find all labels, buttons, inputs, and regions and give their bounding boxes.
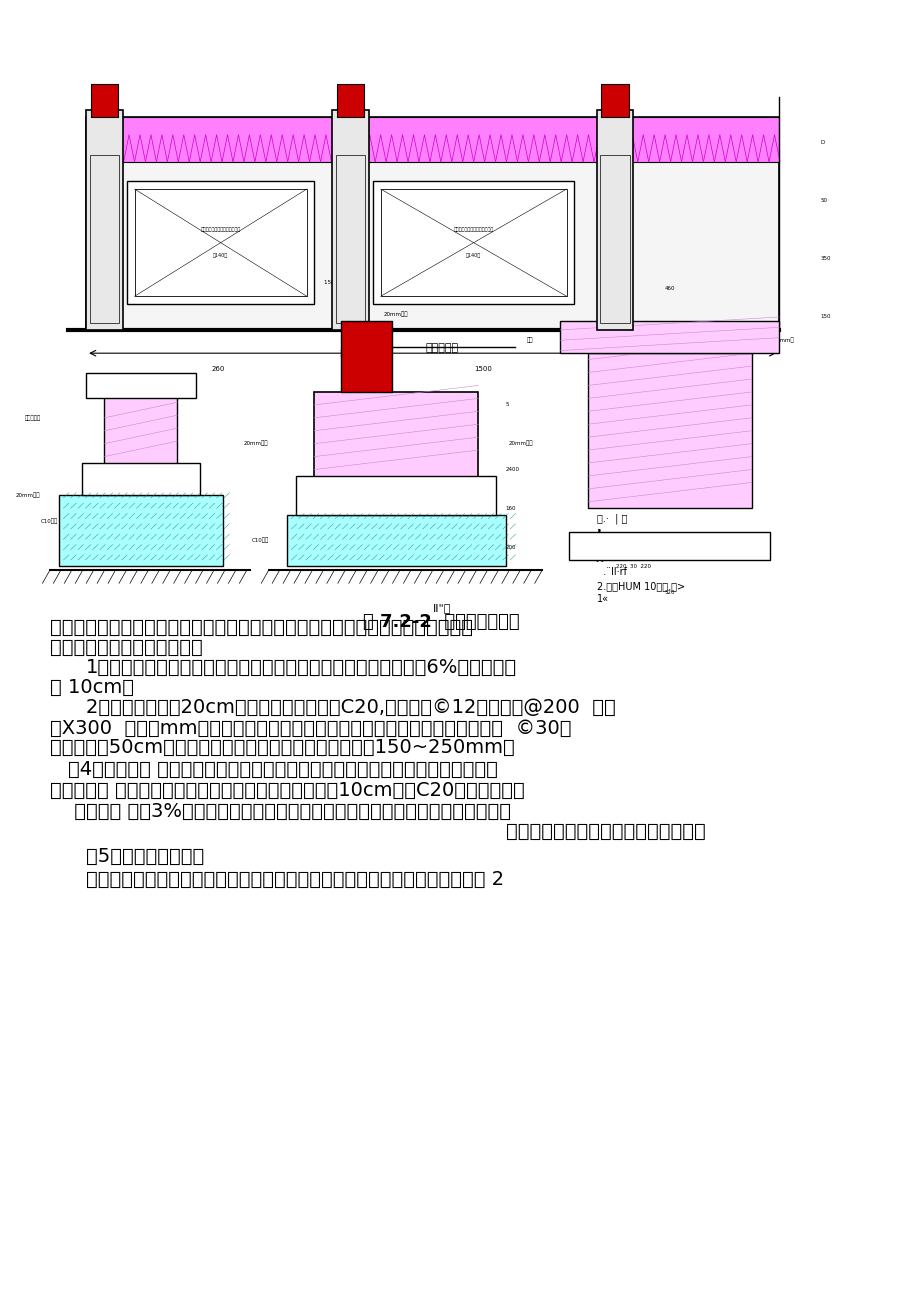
Text: 场地向四 周设3%。的排水坡，排入排水沟和集水井。结合现场实际情况并考虑场: 场地向四 周设3%。的排水坡，排入排水沟和集水井。结合现场实际情况并考虑场 bbox=[68, 801, 510, 821]
Bar bbox=[600, 155, 629, 324]
Text: 150  320  10: 150 320 10 bbox=[323, 280, 358, 285]
Bar bbox=[86, 117, 778, 330]
Text: 2400: 2400 bbox=[505, 467, 519, 472]
Bar bbox=[380, 189, 566, 297]
Text: 20mm橡胶: 20mm橡胶 bbox=[244, 441, 268, 446]
Text: 20mm橡胶: 20mm橡胶 bbox=[17, 493, 40, 498]
Text: 车、吊装需 要。在路面范围以外的施工场地，硬化采用10cm厚的C20混凝土，硬化: 车、吊装需 要。在路面范围以外的施工场地，硬化采用10cm厚的C20混凝土，硬化 bbox=[50, 781, 524, 800]
Bar bbox=[287, 515, 505, 566]
Text: 圆钢筋，长50cm，最外侧传力杆距纵缝或自由边的距离为150~250mm。: 圆钢筋，长50cm，最外侧传力杆距纵缝或自由边的距离为150~250mm。 bbox=[50, 739, 514, 757]
Text: J: J bbox=[596, 528, 601, 541]
Text: D: D bbox=[819, 141, 823, 144]
Text: 根据设计图纸，监理、甲方办公用房、项目部办公区均在场地南侧搭建，采取 2: 根据设计图纸，监理、甲方办公用房、项目部办公区均在场地南侧搭建，采取 2 bbox=[86, 870, 504, 890]
Text: 2）路面：采用厚20cm钢筋砼路面，砼等级C20,配筋采用©12钢筋间距@200  （横: 2）路面：采用厚20cm钢筋砼路面，砼等级C20,配筋采用©12钢筋间距@200… bbox=[86, 699, 616, 717]
Bar bbox=[601, 85, 628, 117]
Bar bbox=[313, 392, 478, 483]
Text: 5: 5 bbox=[505, 402, 508, 407]
Bar bbox=[127, 181, 313, 304]
Text: 志。道路的结构设计型式为：: 志。道路的结构设计型式为： bbox=[50, 637, 202, 657]
Text: ）X300  （纵）mm单层钢筋网。横向缩缝采用假缝，缩缝内设置传力杆，采用  ©30光: ）X300 （纵）mm单层钢筋网。横向缩缝采用假缝，缩缝内设置传力杆，采用 ©3… bbox=[50, 719, 571, 738]
Text: （5）办公及生活用房: （5）办公及生活用房 bbox=[86, 847, 204, 866]
Bar bbox=[373, 181, 573, 304]
Bar bbox=[90, 155, 119, 324]
Text: 520: 520 bbox=[664, 589, 675, 595]
Bar bbox=[341, 321, 391, 392]
Text: （140）: （140） bbox=[213, 254, 228, 258]
Text: 1500: 1500 bbox=[473, 366, 491, 372]
Text: J.J:: J.J: bbox=[596, 553, 608, 562]
Bar bbox=[335, 155, 365, 324]
Text: 石棉瓦屋顶: 石棉瓦屋顶 bbox=[25, 415, 40, 420]
Text: 460: 460 bbox=[664, 286, 675, 291]
Text: C10素砼: C10素砼 bbox=[251, 537, 268, 544]
Text: 墙顶: 墙顶 bbox=[526, 337, 532, 343]
Text: 厚 10cm。: 厚 10cm。 bbox=[50, 678, 133, 696]
Bar bbox=[86, 372, 196, 398]
Text: 图 7.2-2  围墙形式示意图: 图 7.2-2 围墙形式示意图 bbox=[363, 613, 519, 631]
Bar bbox=[86, 111, 122, 330]
Text: 1«: 1« bbox=[596, 593, 608, 604]
Text: 150: 150 bbox=[819, 315, 830, 320]
Text: （4）场地硬化 因设计施工场地绝大部分在花城大道路面上，完全能够满足施工行: （4）场地硬化 因设计施工场地绝大部分在花城大道路面上，完全能够满足施工行 bbox=[68, 760, 497, 779]
Text: 220  30  220: 220 30 220 bbox=[615, 563, 650, 569]
Text: 宣传画（单位标志和宣传图片）: 宣传画（单位标志和宣传图片） bbox=[200, 228, 241, 233]
Text: C10素砼: C10素砼 bbox=[40, 518, 58, 524]
Text: 200: 200 bbox=[505, 545, 516, 549]
Text: 口.·  | 山: 口.· | 山 bbox=[596, 514, 627, 524]
Bar bbox=[105, 392, 177, 470]
Bar bbox=[296, 476, 496, 515]
Text: 2.榉常HUM 10海临.财>: 2.榉常HUM 10海临.财> bbox=[596, 580, 684, 591]
Text: 260: 260 bbox=[689, 366, 703, 372]
Text: II"卜: II"卜 bbox=[432, 602, 450, 613]
Text: 构机进场、管片和碴土运输等重车的行走。路边设置相应的安全防护设施和安全标: 构机进场、管片和碴土运输等重车的行走。路边设置相应的安全防护设施和安全标 bbox=[50, 618, 472, 637]
Text: （140）: （140） bbox=[466, 254, 481, 258]
Bar bbox=[332, 111, 369, 330]
Bar bbox=[134, 189, 307, 297]
Text: 地排水需要，场地需回填后方可硬化。: 地排水需要，场地需回填后方可硬化。 bbox=[505, 822, 705, 842]
Text: 50: 50 bbox=[819, 198, 826, 203]
Bar bbox=[596, 111, 632, 330]
Bar bbox=[82, 463, 200, 496]
Text: 260: 260 bbox=[211, 366, 225, 372]
Bar bbox=[59, 496, 222, 566]
Text: 20mm橡胶: 20mm橡胶 bbox=[508, 441, 532, 446]
Bar bbox=[587, 353, 751, 509]
Text: 20mm橡胶: 20mm橡胶 bbox=[383, 312, 408, 317]
Text: 1）稳定层：路基底面处理，采用两灰碎石稳定层；找平层：采用6%水泥石粉，: 1）稳定层：路基底面处理，采用两灰碎石稳定层；找平层：采用6%水泥石粉， bbox=[86, 658, 516, 678]
Text: 240mm宽: 240mm宽 bbox=[769, 337, 794, 343]
Text: 350: 350 bbox=[819, 256, 830, 262]
Bar bbox=[560, 321, 778, 353]
Text: .¨ll·rf: .¨ll·rf bbox=[596, 567, 626, 576]
Bar bbox=[336, 85, 364, 117]
Text: 160: 160 bbox=[505, 506, 516, 511]
Text: 墙柱立面图: 墙柱立面图 bbox=[425, 343, 458, 353]
Bar bbox=[86, 117, 778, 161]
Bar bbox=[569, 532, 769, 559]
Text: 宣传画（单位标志和宣传图片）: 宣传画（单位标志和宣传图片） bbox=[453, 228, 494, 233]
Bar bbox=[91, 85, 118, 117]
